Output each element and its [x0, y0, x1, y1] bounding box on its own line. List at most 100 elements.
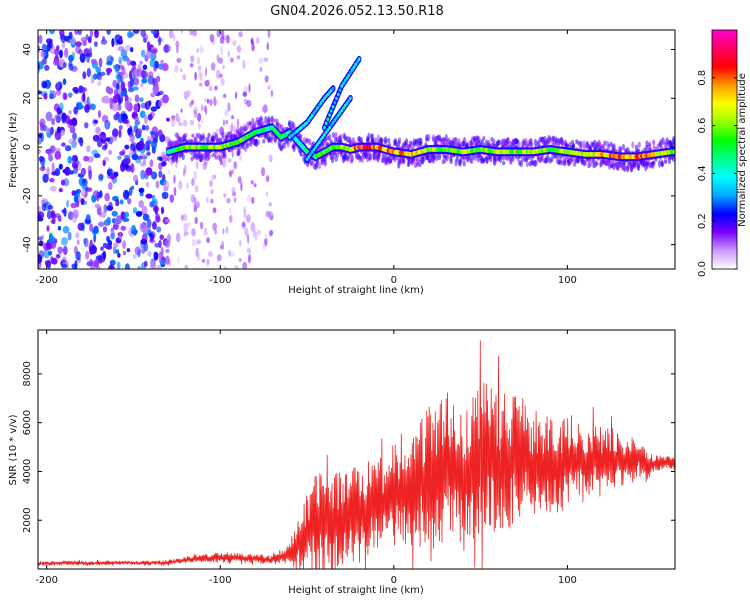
sparse-mark: [190, 30, 194, 36]
noise-mark: [133, 103, 139, 113]
noise-mark: [94, 203, 101, 209]
branch-core-mark: [356, 60, 359, 64]
noise-mark: [81, 222, 85, 232]
noise-mark: [105, 137, 111, 142]
sparse-mark: [173, 174, 176, 184]
branch-core-mark: [324, 130, 328, 135]
noise-mark: [38, 132, 43, 139]
branch-core-mark: [331, 86, 335, 91]
ridge-halo-mark: [497, 139, 502, 146]
sparse-mark: [212, 174, 217, 180]
noise-mark: [138, 187, 145, 193]
x-tick-label: -100: [209, 275, 232, 286]
ridge-halo-mark: [219, 156, 223, 162]
ridge-halo-mark: [647, 159, 651, 164]
noise-mark: [93, 153, 101, 159]
noise-mark: [106, 205, 114, 211]
noise-mark: [142, 205, 148, 214]
sparse-mark: [188, 101, 193, 108]
ridge-halo-mark: [630, 164, 634, 171]
sparse-mark: [244, 227, 249, 238]
sparse-mark: [263, 57, 269, 62]
sparse-mark: [269, 232, 273, 237]
noise-mark: [127, 198, 132, 205]
ridge-halo-mark: [332, 150, 336, 156]
noise-mark: [80, 87, 88, 93]
colorbar-frame: [711, 29, 738, 270]
sparse-mark: [186, 182, 189, 190]
noise-mark: [122, 250, 127, 256]
sparse-mark: [261, 106, 265, 112]
noise-mark: [93, 259, 100, 269]
noise-mark: [62, 78, 67, 85]
spectrogram-x-ticks: -200 -100 0 100: [35, 30, 577, 286]
sparse-mark: [199, 45, 204, 54]
sparse-mark: [243, 205, 247, 213]
noise-mark: [140, 162, 147, 167]
sparse-mark: [247, 254, 252, 264]
noise-mark: [156, 226, 162, 233]
sparse-mark: [265, 175, 270, 183]
sparse-mark: [194, 216, 198, 225]
sparse-mark: [193, 170, 197, 181]
noise-mark: [155, 213, 160, 223]
noise-mark: [118, 56, 123, 65]
ridge-halo-mark: [435, 156, 439, 162]
sparse-mark: [248, 83, 251, 93]
ridge-halo-mark: [457, 138, 461, 144]
branch-core-mark: [310, 113, 314, 118]
sparse-mark: [202, 161, 207, 171]
noise-mark: [101, 36, 106, 42]
noise-mark: [122, 189, 130, 200]
noise-mark: [70, 202, 77, 209]
branch-core-mark: [319, 137, 323, 142]
noise-mark: [151, 140, 158, 150]
sparse-mark: [238, 31, 243, 38]
sparse-mark: [175, 232, 181, 243]
noise-mark: [50, 240, 57, 249]
sparse-mark: [197, 57, 200, 65]
noise-mark: [56, 89, 62, 96]
noise-mark: [119, 35, 123, 43]
noise-mark: [113, 88, 118, 98]
noise-mark: [149, 51, 157, 61]
noise-mark: [41, 202, 47, 212]
colorbar-tick-label: 0.8: [697, 70, 708, 86]
sparse-mark: [190, 99, 195, 106]
sparse-mark: [263, 104, 268, 114]
noise-mark: [145, 193, 153, 199]
noise-mark: [152, 205, 159, 213]
noise-mark: [151, 171, 158, 180]
noise-mark: [89, 30, 93, 38]
sparse-mark: [270, 90, 274, 97]
noise-mark: [92, 134, 100, 142]
noise-mark: [115, 249, 120, 254]
ridge-halo-mark: [459, 156, 463, 164]
sparse-mark: [200, 221, 204, 230]
noise-mark: [51, 171, 58, 176]
sparse-mark: [208, 251, 213, 258]
sparse-mark: [231, 151, 234, 158]
noise-mark: [106, 30, 111, 35]
colorbar-tick-label: 0.0: [697, 261, 708, 277]
ridge-halo-mark: [494, 155, 498, 162]
noise-mark: [102, 226, 108, 233]
noise-mark: [152, 221, 157, 230]
branch-core-mark: [329, 123, 333, 127]
noise-mark: [43, 93, 48, 100]
sparse-mark: [246, 100, 252, 107]
ridge-halo-mark: [214, 155, 218, 160]
sparse-mark: [228, 249, 231, 257]
noise-mark: [144, 114, 148, 125]
sparse-mark: [220, 77, 225, 86]
colorbar-tick-label: 0.2: [697, 213, 708, 229]
branch-core-mark: [343, 78, 347, 83]
branch-core-mark: [338, 111, 342, 115]
sparse-mark: [255, 37, 260, 45]
sparse-mark: [233, 124, 236, 134]
noise-mark: [121, 81, 125, 92]
sparse-mark: [197, 252, 200, 262]
noise-mark: [135, 159, 142, 164]
ridge-halo-mark: [191, 133, 195, 138]
noise-mark: [102, 159, 106, 167]
